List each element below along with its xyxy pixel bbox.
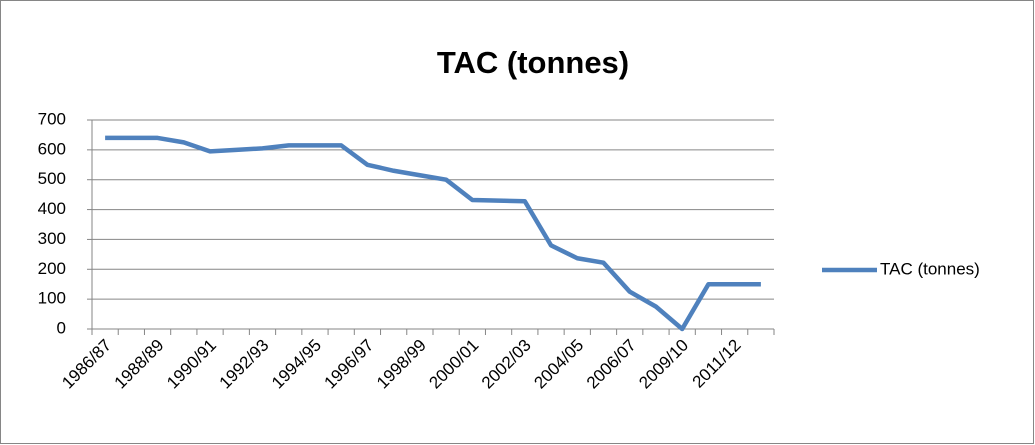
- y-tick-label: 0: [57, 318, 66, 337]
- y-tick-label: 500: [38, 169, 66, 188]
- y-tick-label: 100: [38, 289, 66, 308]
- chart-title: TAC (tonnes): [437, 45, 629, 80]
- y-tick-label: 400: [38, 199, 66, 218]
- y-tick-label: 700: [38, 109, 66, 128]
- y-tick-label: 600: [38, 139, 66, 158]
- y-tick-label: 300: [38, 229, 66, 248]
- line-series: [105, 135, 761, 332]
- y-tick-label: 200: [38, 259, 66, 278]
- legend-label: TAC (tonnes): [880, 259, 980, 278]
